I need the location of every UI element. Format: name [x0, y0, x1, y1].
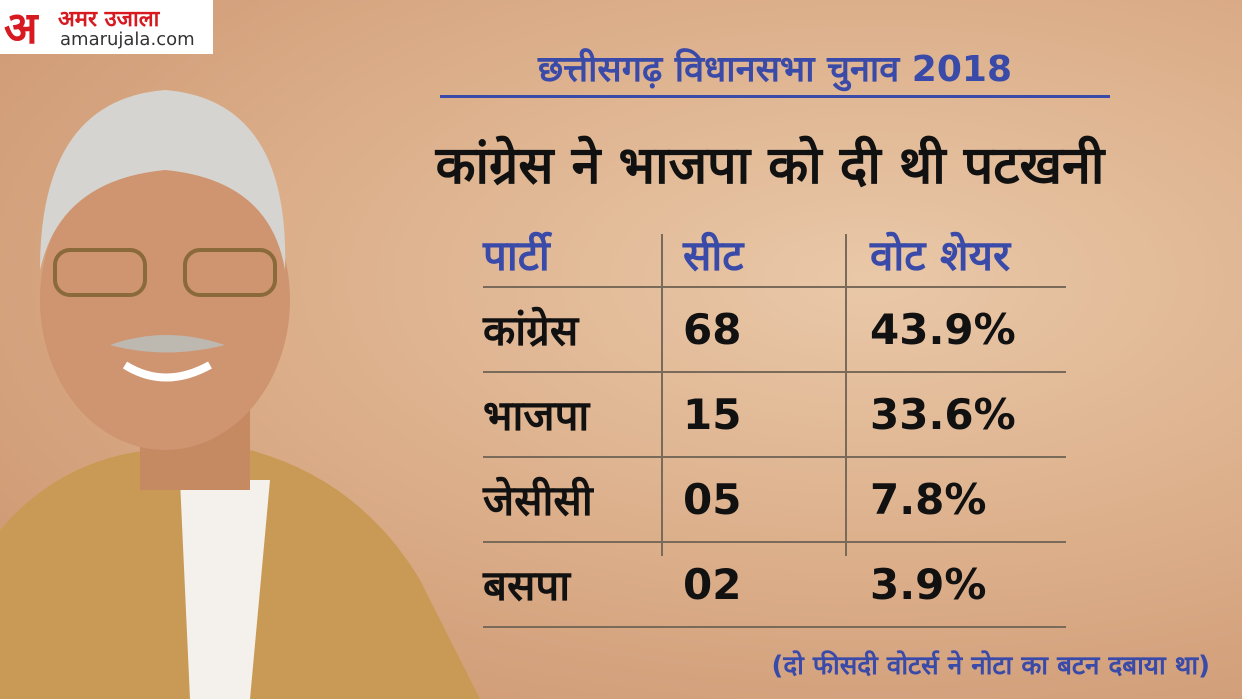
footnote: (दो फीसदी वोटर्स ने नोटा का बटन दबाया था… [771, 651, 1210, 681]
column-divider [845, 234, 847, 556]
table-cell: 43.9% [870, 305, 1016, 354]
table-cell: भाजपा [483, 391, 590, 440]
logo-mark: अ [4, 3, 38, 54]
table-row: जेसीसी 05 7.8% [483, 458, 1066, 543]
results-table: पार्टी सीट वोट शेयर कांग्रेस 68 43.9% भाजपा 15 3… [483, 222, 1066, 628]
table-cell: 15 [683, 390, 742, 439]
table-row: भाजपा 15 33.6% [483, 373, 1066, 458]
table-cell: 33.6% [870, 390, 1016, 439]
header-row: पार्टी सीट वोट शेयर [483, 222, 1066, 288]
table-row: कांग्रेस 68 43.9% [483, 288, 1066, 373]
column-header: सीट [683, 230, 744, 280]
subtitle: छत्तीसगढ़ विधानसभा चुनाव 2018 [440, 45, 1110, 98]
table-row: बसपा 02 3.9% [483, 543, 1066, 628]
table-cell: कांग्रेस [483, 306, 579, 355]
column-header: वोट शेयर [870, 230, 1011, 280]
portrait [0, 90, 480, 699]
table-cell: 68 [683, 305, 742, 354]
table-cell: जेसीसी [483, 476, 593, 525]
title: कांग्रेस ने भाजपा को दी थी पटखनी [435, 136, 1105, 196]
column-header: पार्टी [483, 230, 550, 280]
logo: अ अमर उजाला amarujala.com [0, 0, 213, 54]
column-divider [661, 234, 663, 556]
logo-url: amarujala.com [60, 29, 195, 50]
table-cell: 3.9% [870, 560, 987, 609]
table-cell: 7.8% [870, 475, 987, 524]
table-cell: 05 [683, 475, 742, 524]
logo-name: अमर उजाला [58, 7, 160, 32]
table-cell: बसपा [483, 561, 571, 610]
table-cell: 02 [683, 560, 742, 609]
